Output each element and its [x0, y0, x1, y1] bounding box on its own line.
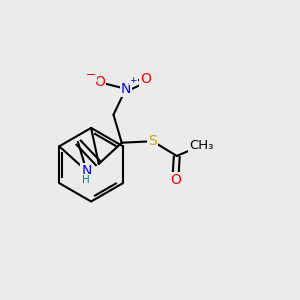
- Text: N: N: [121, 82, 131, 96]
- Text: +: +: [130, 76, 137, 85]
- Text: CH₃: CH₃: [189, 139, 214, 152]
- Text: O: O: [170, 173, 181, 187]
- Text: −: −: [86, 68, 96, 81]
- Text: O: O: [94, 75, 105, 89]
- Text: S: S: [148, 134, 157, 148]
- Text: O: O: [140, 72, 151, 86]
- Text: H: H: [82, 175, 90, 185]
- Text: N: N: [81, 164, 92, 178]
